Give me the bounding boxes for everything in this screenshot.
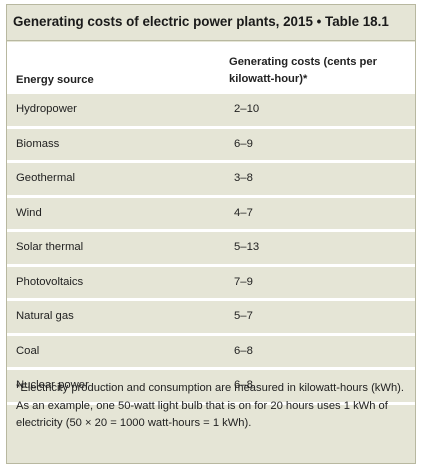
table-row: Natural gas 5–7 [7, 301, 415, 336]
cost-cell: 5–7 [234, 310, 253, 322]
table-row: Nuclear power 6–8 [7, 370, 415, 405]
column-header-energy-source: Energy source [16, 74, 94, 86]
cost-cell: 6–8 [234, 379, 253, 391]
table-container: Generating costs of electric power plant… [6, 4, 416, 464]
table-row: Coal 6–8 [7, 336, 415, 370]
table-footnote: *Electricity production and consumption … [16, 382, 405, 429]
table-row: Hydropower 2–10 [7, 94, 415, 129]
energy-source-cell: Geothermal [16, 172, 76, 184]
energy-source-cell: Natural gas [16, 310, 74, 322]
cost-cell: 7–9 [234, 275, 253, 288]
table-title: Generating costs of electric power plant… [7, 5, 415, 41]
cost-cell: 6–8 [234, 344, 253, 357]
column-header-generating-costs: Generating costs (cents per kilowatt-hou… [229, 56, 377, 85]
table-header: Energy source Generating costs (cents pe… [7, 42, 415, 94]
cost-cell: 5–13 [234, 241, 260, 253]
table-row: Biomass 6–9 [7, 129, 415, 163]
table-row: Solar thermal 5–13 [7, 232, 415, 267]
cost-cell: 4–7 [234, 206, 253, 219]
energy-source-cell: Photovoltaics [16, 275, 84, 288]
energy-source-cell: Coal [16, 344, 40, 357]
cost-cell: 6–9 [234, 137, 253, 150]
table-body: Hydropower 2–10 Biomass 6–9 Geothermal 3… [7, 94, 415, 405]
energy-source-cell: Hydropower [16, 103, 77, 115]
cost-cell: 3–8 [234, 172, 253, 184]
energy-source-cell: Solar thermal [16, 241, 84, 253]
cost-cell: 2–10 [234, 103, 260, 115]
table-row: Wind 4–7 [7, 198, 415, 232]
energy-source-cell: Biomass [16, 137, 60, 150]
energy-source-cell: Nuclear power [16, 379, 89, 391]
table-row: Geothermal 3–8 [7, 163, 415, 198]
energy-source-cell: Wind [16, 206, 42, 219]
table-row: Photovoltaics 7–9 [7, 267, 415, 301]
